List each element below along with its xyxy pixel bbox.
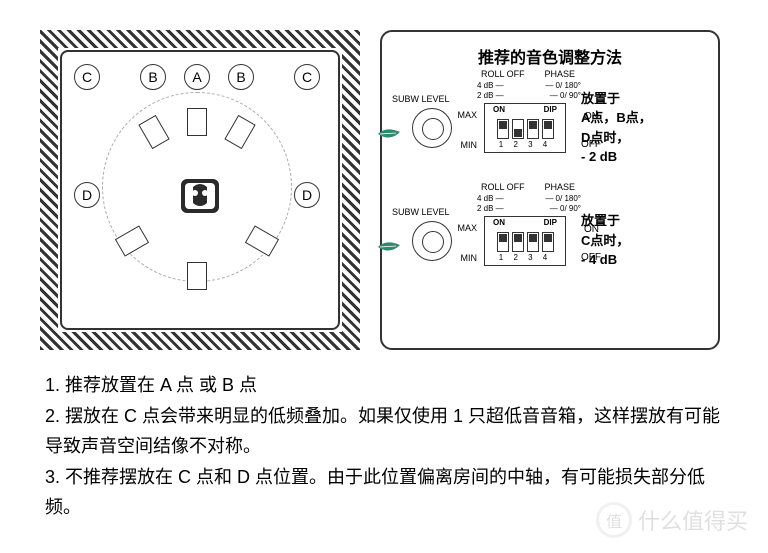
dip-switch-2 (512, 232, 524, 252)
dip-switch-1 (497, 232, 509, 252)
subw-level-knob: SUBW LEVEL MAX MIN (394, 221, 469, 261)
config-row-1: SUBW LEVEL MAX MIN ROLL OFF PHASE 4 dB —… (394, 193, 706, 288)
dip-switch-1 (497, 119, 509, 139)
position-D: D (74, 182, 100, 208)
watermark-icon: 值 (596, 502, 632, 538)
position-C: C (74, 64, 100, 90)
dip-switch-2 (512, 119, 524, 139)
position-B: B (228, 64, 254, 90)
position-A: A (184, 64, 210, 90)
speaker-4 (187, 262, 207, 290)
position-D: D (294, 182, 320, 208)
dip-switch-4 (542, 119, 554, 139)
dip-switch-3 (527, 119, 539, 139)
note-1: 1. 推荐放置在 A 点 或 B 点 (45, 370, 723, 401)
tone-adjust-panel: 推荐的音色调整方法 SUBW LEVEL MAX MIN ROLL OFF PH… (380, 30, 720, 350)
config-desc: 放置于 A点，B点， D点时， - 2 dB (581, 89, 706, 167)
watermark-text: 什么值得买 (638, 504, 748, 536)
speaker-1 (187, 108, 207, 136)
dip-switch-group: ROLL OFF PHASE 4 dB — 2 dB — — 0/ 180° —… (475, 103, 575, 153)
panel-title: 推荐的音色调整方法 (394, 44, 706, 68)
dip-switch-3 (527, 232, 539, 252)
position-B: B (140, 64, 166, 90)
note-2: 2. 摆放在 C 点会带来明显的低频叠加。如果仅使用 1 只超低音音箱，这样摆放… (45, 401, 723, 462)
position-C: C (294, 64, 320, 90)
dip-switch-group: ROLL OFF PHASE 4 dB — 2 dB — — 0/ 180° —… (475, 216, 575, 266)
subw-level-knob: SUBW LEVEL MAX MIN (394, 108, 469, 148)
watermark: 值 什么值得买 (596, 502, 748, 538)
config-row-0: SUBW LEVEL MAX MIN ROLL OFF PHASE 4 dB —… (394, 80, 706, 175)
room-interior: C BAB C D D (60, 50, 340, 330)
dip-switch-4 (542, 232, 554, 252)
listener-icon (173, 163, 227, 217)
room-layout-diagram: C BAB C D D (40, 30, 360, 350)
leaf-icon (376, 126, 402, 142)
leaf-icon (376, 239, 402, 255)
